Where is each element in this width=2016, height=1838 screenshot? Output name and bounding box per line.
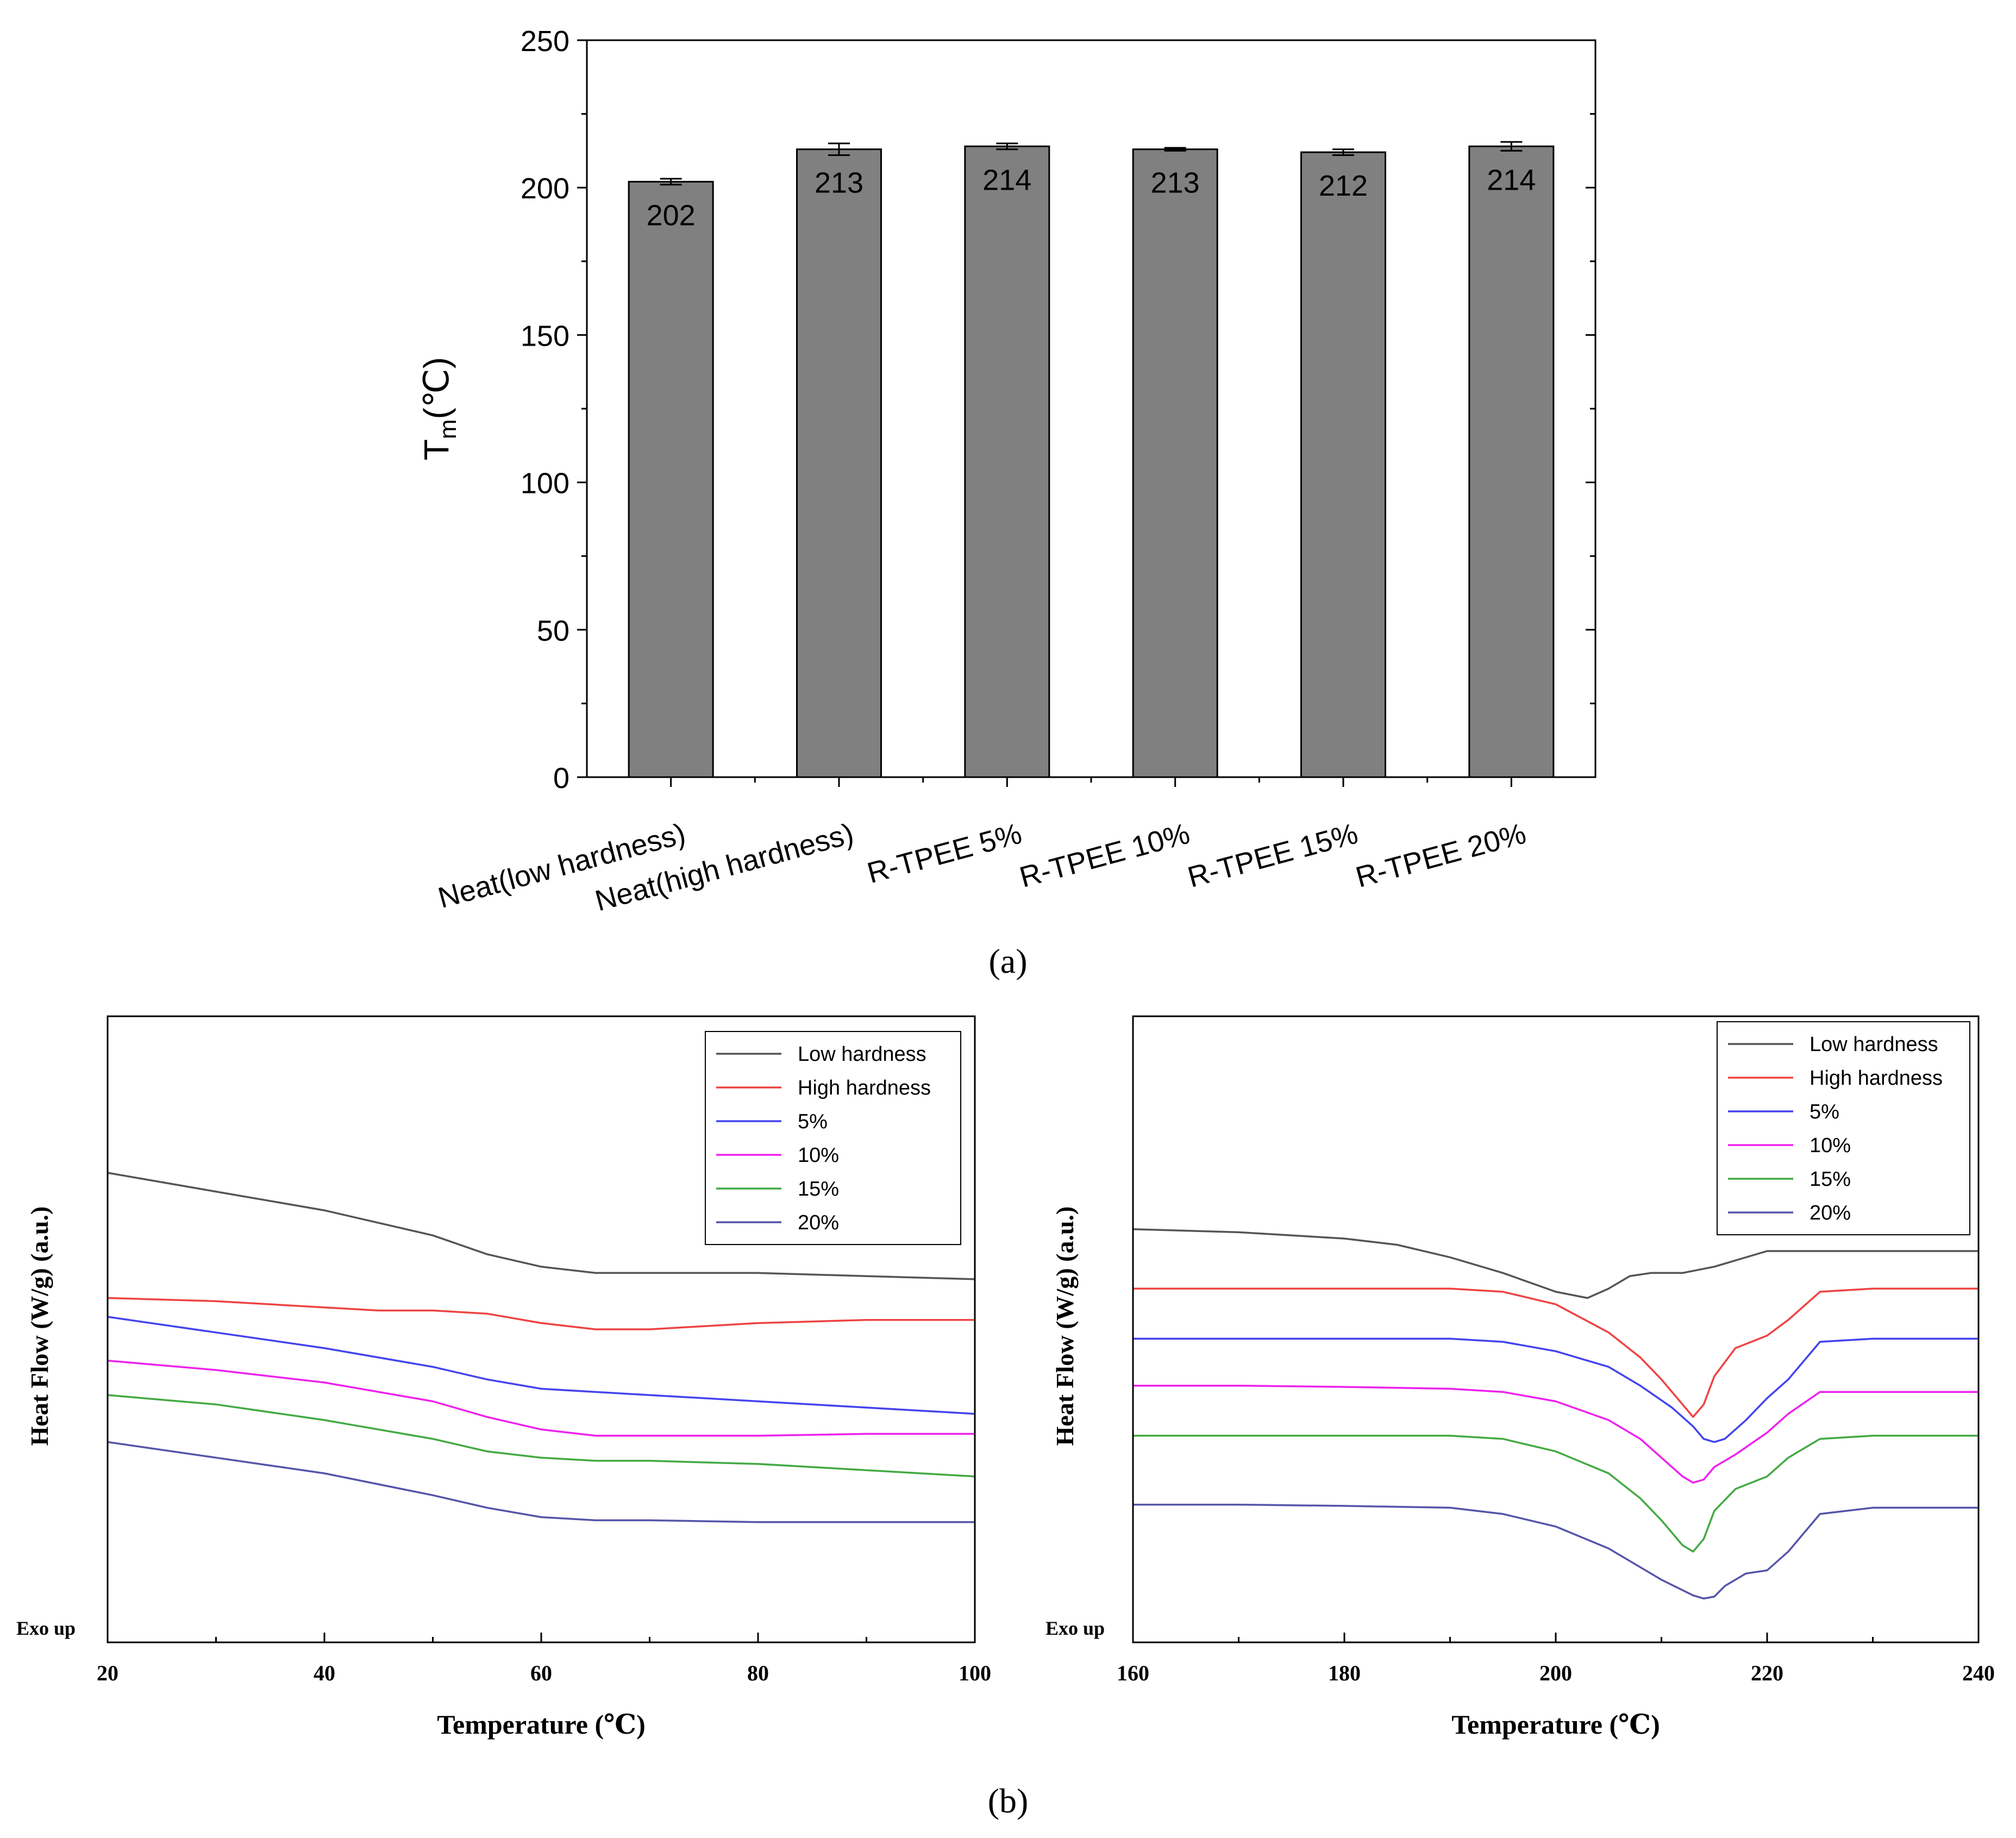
legend-label: 5% [798,1110,828,1133]
x-axis-label: Temperature (℃) [1451,1709,1660,1740]
x-tick-label: 160 [1117,1661,1149,1685]
line-series-group [1132,1228,1979,1600]
legend-label: Low hardness [798,1043,926,1066]
caption-b: (b) [988,1781,1029,1820]
series-line [1132,1228,1979,1299]
y-tick-label: 100 [521,467,569,500]
y-tick-label: 50 [537,615,569,647]
legend-label: 15% [798,1178,839,1201]
legend-label: Low hardness [1810,1033,1938,1056]
series-line [1133,1384,1979,1484]
legend: Low hardness High hardness 5% 10% 15% 20% [1717,1021,1970,1235]
legend-label: 10% [1810,1134,1851,1157]
series-line [107,1359,975,1437]
y-axis-label: Heat Flow (W/g) (a.u.) [1051,1206,1079,1446]
x-tick-label: 100 [959,1661,991,1685]
series-line [1133,1337,1979,1443]
series-line [1133,1287,1979,1418]
legend-label: 5% [1810,1101,1839,1123]
series-line [1133,1435,1979,1553]
series-line [1133,1503,1979,1600]
y-axis-label: Heat Flow (W/g) (a.u.) [26,1206,53,1446]
svg-text:Tm(℃): Tm(℃) [417,357,461,460]
x-axis-ticks: 20 40 60 80 100 [97,1633,991,1685]
legend: Low hardness High hardness 5% 10% 15% 20% [705,1031,961,1245]
x-tick-label: 180 [1328,1661,1361,1685]
series-line [107,1297,975,1330]
x-tick-label: 80 [747,1661,769,1685]
exo-up-annotation: Exo up [1045,1617,1105,1639]
x-axis-ticks: 160 180 200 220 240 [1117,1633,1995,1685]
legend-label: 10% [798,1144,839,1167]
x-axis-ticks [670,777,1512,787]
data-labels: 202 213 214 213 212 214 [647,164,1536,232]
legend-label: 15% [1810,1168,1851,1191]
legend-label: 20% [798,1211,839,1234]
bar-series [628,145,1555,778]
legend-label: High hardness [798,1077,931,1099]
y-tick-label: 0 [553,762,569,795]
legend-label: 20% [1810,1202,1851,1224]
x-tick-label: 60 [530,1661,552,1685]
y-axis-label: Tm(℃) [417,357,461,460]
y-axis-ticks: 0 50 100 150 200 250 [521,25,1595,795]
legend-label: High hardness [1810,1067,1943,1090]
exo-up-annotation: Exo up [16,1617,76,1639]
data-label: 202 [647,199,696,232]
x-tick-label: 200 [1539,1661,1572,1685]
y-axis-label-main: T [417,439,456,460]
data-label: 213 [815,167,863,199]
legend-box [1717,1021,1970,1235]
bar [1468,145,1555,778]
bar [964,145,1050,778]
bar [1132,148,1218,778]
data-label: 214 [982,164,1031,196]
panel-b-left-line-chart: 20 40 60 80 100 Low hardness High hardness 5% 1… [16,1015,991,1740]
y-tick-label: 200 [521,172,569,205]
data-label: 214 [1487,164,1536,196]
line-series-group [107,1172,975,1523]
y-axis-label-unit: (℃) [417,357,456,420]
x-tick-label: 20 [97,1661,118,1685]
bar [628,180,714,778]
series-line [107,1316,975,1415]
series-line [107,1441,975,1523]
panel-b-right-line-chart: 160 180 200 220 240 Low hardness High hardnes… [1045,1015,1995,1740]
x-tick-label: 40 [314,1661,335,1685]
bar [796,148,882,778]
series-line [107,1394,975,1478]
x-tick-label: 240 [1962,1661,1995,1685]
data-label: 212 [1319,170,1368,202]
y-axis-label-subscript: m [435,419,461,439]
y-tick-label: 150 [521,320,569,352]
bar [1300,151,1386,778]
x-tick-label: 220 [1751,1661,1783,1685]
error-bars [660,141,1523,186]
y-tick-label: 250 [521,25,569,58]
data-label: 213 [1151,167,1200,199]
series-line [107,1172,975,1280]
x-axis-label: Temperature (℃) [437,1709,645,1740]
legend-box [705,1031,961,1245]
caption-a: (a) [988,942,1027,980]
